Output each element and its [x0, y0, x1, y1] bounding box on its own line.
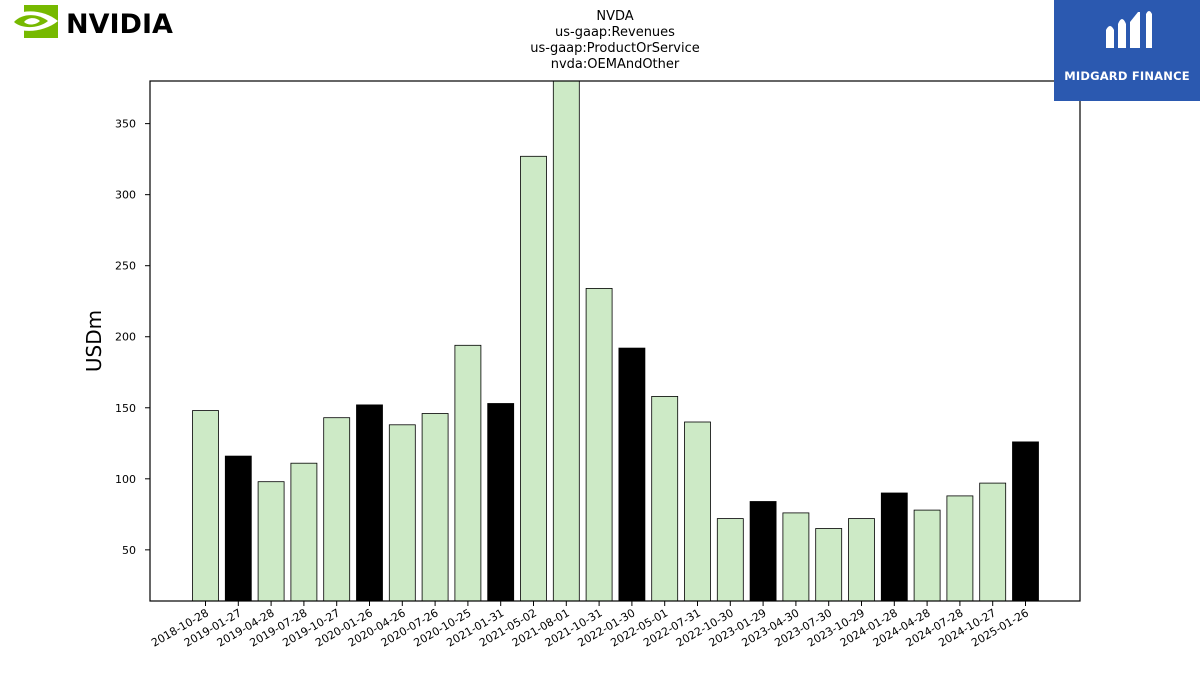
bar-2020-01-26: [356, 404, 383, 602]
bar-2022-05-01: [651, 395, 679, 602]
bar-2021-10-31: [585, 287, 613, 602]
y-tick-label: 50: [122, 544, 136, 557]
y-tick-label: 250: [115, 260, 136, 273]
bar-2018-10-28: [192, 410, 219, 602]
bar-2023-10-29: [848, 518, 875, 602]
bar-2022-10-30: [716, 518, 744, 602]
y-axis: 50 100 150 200 250 300 350: [115, 118, 150, 557]
y-tick-label: 200: [115, 331, 136, 344]
bar-2024-01-28: [880, 492, 908, 602]
bar-2021-05-02: [520, 155, 547, 602]
bar-2021-08-01: [552, 80, 580, 602]
bar-2020-10-25: [454, 344, 482, 602]
title-line-2: us-gaap:Revenues: [555, 25, 675, 40]
y-axis-label: USDm: [82, 310, 106, 372]
bar-2024-04-28: [913, 509, 941, 602]
midgard-emblem-icon: [1106, 11, 1152, 48]
bar-2023-07-30: [815, 528, 843, 602]
y-tick-label: 350: [115, 118, 136, 131]
nvidia-logo: NVIDIA: [4, 4, 194, 44]
plot-frame: [149, 80, 1081, 602]
chart-title: NVDA us-gaap:Revenues us-gaap:ProductOrS…: [530, 9, 700, 72]
bar-2025-01-26: [1012, 441, 1039, 602]
midgard-wordmark: MIDGARD FINANCE: [1064, 69, 1190, 83]
bar-2022-07-31: [684, 421, 711, 602]
bar-2021-01-31: [487, 403, 515, 602]
bar-2020-07-26: [421, 413, 449, 602]
nvidia-wordmark: NVIDIA: [66, 9, 173, 40]
bar-2019-10-27: [323, 417, 351, 602]
title-line-4: nvda:OEMAndOther: [551, 57, 680, 72]
bar-2024-07-28: [946, 495, 974, 602]
midgard-finance-logo: MIDGARD FINANCE: [1054, 0, 1200, 101]
y-tick-label: 300: [115, 189, 136, 202]
bar-2019-07-28: [290, 462, 318, 602]
bar-2023-04-30: [782, 512, 810, 602]
bar-2022-01-30: [618, 347, 646, 602]
bar-2024-10-27: [979, 482, 1007, 602]
x-axis: 2018-10-282019-01-272019-04-282019-07-28…: [149, 601, 1031, 650]
title-line-3: us-gaap:ProductOrService: [530, 41, 700, 56]
bar-2020-04-26: [388, 424, 416, 602]
y-tick-label: 100: [115, 473, 136, 486]
bars-group: [192, 80, 1039, 602]
y-tick-label: 150: [115, 402, 136, 415]
title-line-1: NVDA: [596, 9, 633, 24]
bar-2023-01-29: [749, 501, 777, 602]
bar-2019-01-27: [224, 455, 252, 602]
bar-2019-04-28: [257, 481, 285, 602]
